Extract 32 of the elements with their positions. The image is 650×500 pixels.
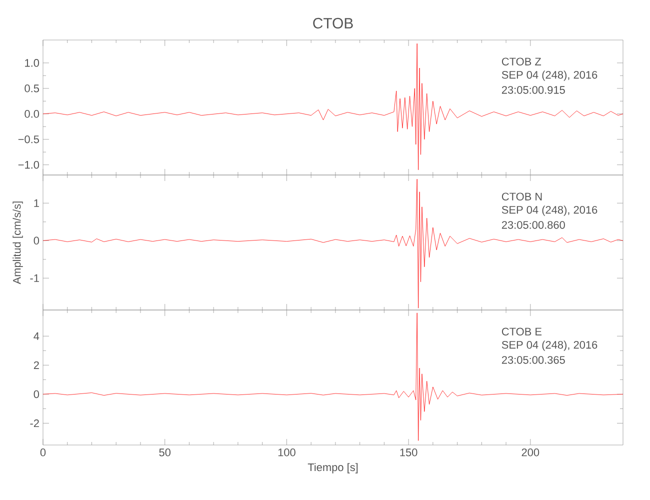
x-tick-label: 200 — [522, 448, 540, 456]
y-tick-label: 0 — [34, 236, 40, 245]
y-tick-label: 1.0 — [25, 59, 40, 67]
y-axis-title: Amplitud [cm/s/s] — [12, 202, 23, 284]
y-tick-label: −1.0 — [18, 160, 40, 169]
annotation: CTOB N — [502, 192, 542, 200]
annotation: SEP 04 (248), 2016 — [502, 340, 598, 351]
annotation: SEP 04 (248), 2016 — [502, 206, 598, 216]
y-tick-label: 2 — [34, 361, 39, 369]
annotation: 23:05:00.915 — [502, 86, 565, 94]
chart-title: CTOB — [313, 18, 353, 28]
x-tick-label: 0 — [40, 448, 46, 456]
annotation: CTOB Z — [502, 58, 542, 66]
annotation: SEP 04 (248), 2016 — [502, 70, 598, 81]
annotation: 23:05:00.365 — [502, 356, 565, 364]
y-tick-label: -2 — [30, 419, 39, 428]
x-tick-label: 50 — [159, 448, 171, 456]
y-tick-label: −0.5 — [18, 135, 40, 144]
y-tick-label: 0.5 — [24, 84, 40, 92]
line-series — [43, 312, 624, 441]
x-tick-label: 150 — [400, 448, 418, 456]
y-tick-label: 0.0 — [24, 110, 40, 118]
annotation: 23:05:00.860 — [502, 221, 565, 229]
y-tick-label: 0 — [34, 390, 40, 398]
x-axis-title: Tiempo [s] — [308, 463, 358, 474]
x-tick-label: 100 — [278, 448, 296, 456]
y-tick-label: -1 — [30, 274, 39, 282]
annotation: CTOB E — [502, 328, 542, 336]
line-series — [43, 43, 624, 170]
line-series — [43, 178, 624, 308]
y-tick-label: 4 — [34, 332, 40, 340]
y-tick-label: 1 — [34, 199, 39, 207]
